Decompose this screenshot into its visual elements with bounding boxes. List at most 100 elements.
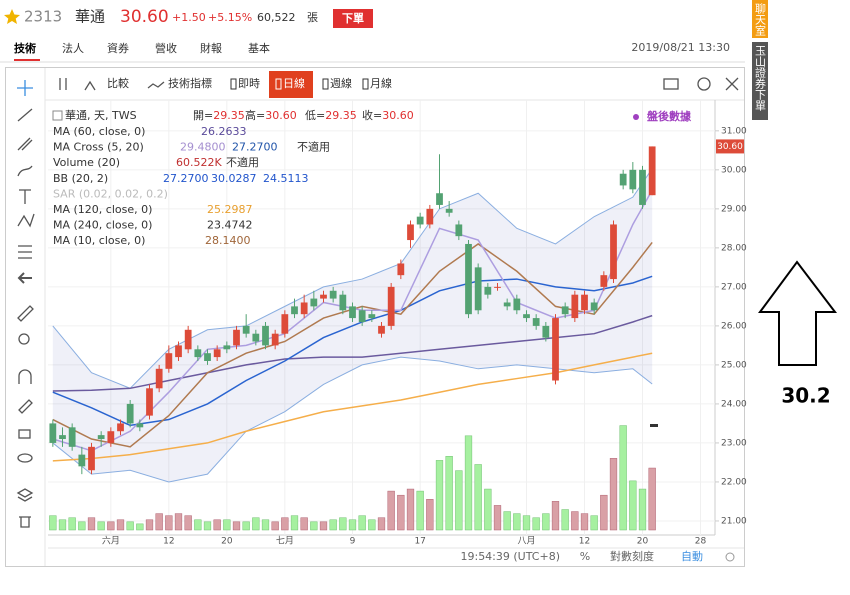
tab[interactable]: 基本 [248, 41, 270, 55]
delete-tool[interactable] [19, 516, 31, 528]
favorite-star[interactable] [4, 9, 20, 24]
candle-body [503, 302, 511, 307]
volume-bar [561, 509, 569, 531]
text-tool[interactable] [19, 189, 31, 204]
x-tick-label: 9 [350, 537, 356, 547]
chart-frame [5, 67, 745, 567]
candle-body [610, 224, 617, 280]
y-tick-label: 27.00 [721, 282, 747, 292]
crosshair-tool[interactable] [17, 80, 33, 96]
annotation: 30.2 [781, 384, 830, 408]
ohlc-label: 開=29.35 [193, 109, 245, 122]
candle-body [78, 454, 86, 467]
broker-button[interactable] [752, 42, 768, 120]
order-button[interactable] [333, 9, 373, 28]
datetime: 2019/08/21 13:30 [631, 41, 730, 54]
chart-style-tool[interactable] [59, 78, 67, 90]
status-settings[interactable] [725, 552, 735, 562]
tab[interactable]: 法人 [62, 41, 84, 55]
interval-icon [362, 78, 369, 90]
interval-button[interactable]: 日線 [283, 76, 305, 90]
settings-tool[interactable] [697, 77, 711, 91]
visibility-tool[interactable] [17, 453, 33, 463]
compare-icon[interactable] [84, 80, 96, 91]
tab[interactable]: 財報 [200, 41, 222, 55]
interval-icon [230, 78, 237, 90]
ohlc-label: 開= [193, 109, 213, 122]
interval-button[interactable]: 月線 [370, 76, 392, 90]
indicator-label: MA (120, close, 0) [53, 203, 152, 216]
ohlc-label: 低= [305, 109, 325, 122]
order-button-label[interactable]: 下單 [342, 12, 364, 25]
volume-bar [49, 515, 57, 531]
lock-tool[interactable] [18, 429, 31, 439]
indicator-label: MA (240, close, 0) [53, 219, 152, 232]
volume-bar [329, 519, 337, 531]
x-tick-label: 八月 [517, 536, 535, 547]
tab[interactable]: 資券 [107, 41, 129, 55]
arrow-up [758, 260, 838, 366]
volume-bar [387, 490, 395, 531]
candle-body [629, 169, 637, 190]
volume-bar [445, 456, 453, 531]
auto-toggle[interactable]: 自動 [681, 549, 703, 563]
interval-button[interactable]: 週線 [330, 76, 352, 90]
volume-bar [116, 519, 125, 531]
interval-icon [322, 78, 329, 90]
y-tick-label: 30.00 [721, 165, 747, 175]
compare-button[interactable]: 比較 [107, 76, 129, 90]
candle-body [194, 349, 202, 358]
volume: 60,522 [257, 11, 296, 24]
chat-button[interactable] [752, 0, 768, 38]
chat-label[interactable]: 聊天室 [754, 2, 767, 36]
candle-body [204, 353, 211, 361]
magnet-tool[interactable] [18, 369, 32, 384]
pattern-tool[interactable] [17, 213, 35, 228]
ohlc-value: 30.60 [265, 109, 297, 122]
line-tool[interactable] [17, 108, 33, 122]
volume-bar [590, 515, 598, 531]
candle-body [513, 298, 521, 311]
brush-tool[interactable] [17, 165, 33, 177]
ohlc-label: 高=30.60 [245, 108, 297, 122]
tab[interactable]: 技術 [14, 41, 36, 55]
interval-button[interactable]: 即時 [238, 77, 260, 90]
zoom-tool[interactable] [18, 333, 30, 345]
candle-body [165, 353, 173, 369]
indicator-icon[interactable] [147, 81, 165, 89]
candle-body [571, 294, 579, 319]
measure-tool[interactable] [18, 245, 32, 259]
ohlc-value: 29.35 [325, 109, 357, 122]
candle-body [552, 318, 559, 381]
marker [650, 424, 658, 427]
fib-tool[interactable] [17, 137, 33, 151]
left-tools[interactable] [16, 77, 739, 528]
candle-body [339, 294, 347, 311]
y-tick-label: 29.00 [721, 204, 747, 214]
lock-draw-tool[interactable] [18, 399, 33, 414]
indicator-value: 23.4742 [207, 219, 253, 232]
volume-bar [319, 521, 328, 531]
volume-bar [78, 521, 86, 531]
percent-toggle[interactable]: % [580, 550, 590, 563]
candle-body [59, 435, 66, 440]
camera-tool[interactable] [663, 78, 679, 90]
volume-bar [377, 517, 386, 531]
tab[interactable]: 營收 [155, 41, 177, 55]
layers-tool[interactable] [16, 488, 34, 502]
volume-bar [426, 499, 434, 531]
ruler-tool[interactable] [17, 305, 34, 322]
candle-body [291, 306, 298, 315]
fullscreen-tool[interactable] [725, 77, 739, 91]
log-toggle[interactable]: 對數刻度 [610, 549, 654, 563]
broker-label[interactable]: 玉山證券下單 [754, 45, 767, 111]
price: 30.60 [120, 7, 169, 27]
indicators-button[interactable]: 技術指標 [168, 76, 212, 90]
candle-body [600, 275, 608, 287]
candle-body [146, 388, 153, 416]
legend-title: 華通, 天, TWS [65, 109, 137, 122]
interval-icon [275, 78, 282, 90]
back-tool[interactable] [17, 272, 32, 284]
volume-bar [580, 513, 589, 531]
candle-body [184, 329, 192, 350]
